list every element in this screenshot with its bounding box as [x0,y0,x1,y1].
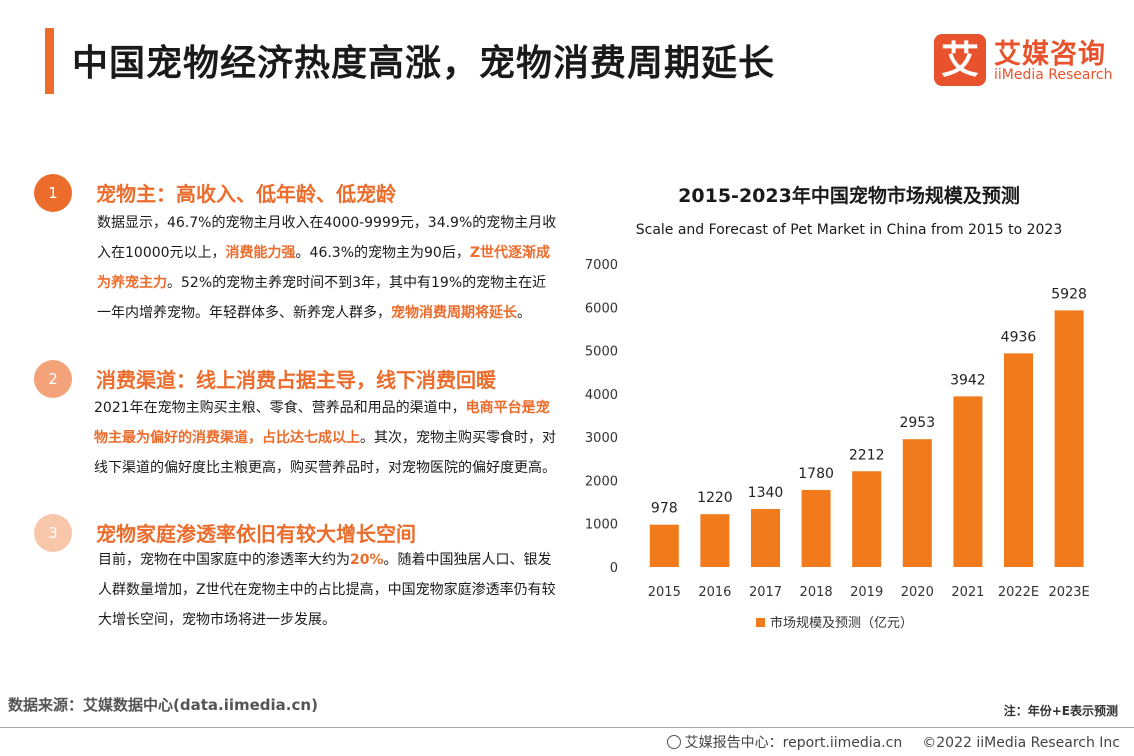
x-tick-label: 2017 [749,585,782,600]
bar [852,471,882,567]
y-tick-label: 1000 [585,518,618,533]
body-text: 2021年在宠物主购买主粮、零食、营养品和用品的渠道中， [94,400,466,416]
y-tick-label: 6000 [585,301,618,316]
title-accent-bar [45,28,54,94]
x-tick-label: 2016 [698,585,731,600]
bar [751,508,780,567]
x-tick-label: 2018 [800,585,833,600]
bar [700,514,730,567]
bar [1004,353,1033,567]
logo-name-en: iiMedia Research [994,67,1113,83]
bar-data-label: 1340 [748,485,784,501]
x-tick-label: 2021 [951,585,984,600]
highlight-text: Z世代逐渐成为养宠主力 [97,245,550,291]
section-title: 宠物家庭渗透率依旧有较大增长空间 [96,522,416,546]
y-tick-label: 5000 [585,345,618,360]
section-title: 宠物主：高收入、低年龄、低宠龄 [96,182,396,206]
globe-icon [666,735,681,749]
y-tick-label: 7000 [585,258,618,273]
section-body: 目前，宠物在中国家庭中的渗透率大约为20%。随着中国独居人口、银发人群数量增加，… [98,545,558,635]
section-body: 2021年在宠物主购买主粮、零食、营养品和用品的渠道中，电商平台是宠物主最为偏好… [94,393,556,483]
forecast-note: 注：年份+E表示预测 [1003,704,1118,718]
x-axis: 2015 2016 2017 2018 2019 2020 2021 2022E 2023E [648,585,1090,600]
brand-logo: 艾 艾媒咨询 iiMedia Research [934,34,1124,86]
highlight-text: 20% [350,552,384,568]
bar [953,396,983,567]
logo-icon: 艾 [934,34,986,86]
bars: 978 1220 1340 1780 2212 2953 3942 4936 5928 [649,286,1087,567]
footer-divider [0,727,1134,728]
bar [801,489,831,567]
bar [902,439,932,567]
footer: 艾媒报告中心：report.iimedia.cn ©2022 iiMedia Re… [666,732,1120,752]
body-text: 。52%的宠物主养宠时间不到3年，其中有19%的宠物主在近一年内增养宠物。年轻群… [97,275,547,321]
highlight-text: 电商平台是宠物主最为偏好的消费渠道，占比达七成以上 [94,400,550,446]
y-tick-label: 2000 [585,474,618,489]
section-number-badge: 3 [34,514,72,552]
x-tick-label: 2022E [998,585,1039,600]
chart-title: 2015-2023年中国宠物市场规模及预测 [678,184,1020,207]
y-tick-label: 0 [610,561,618,576]
bar [649,524,679,567]
bar-data-label: 1220 [697,490,733,506]
bar [1054,310,1084,567]
page-title: 中国宠物经济热度高涨，宠物消费周期延长 [72,43,776,84]
section-body: 数据显示，46.7%的宠物主月收入在4000-9999元，34.9%的宠物主月收… [97,208,559,328]
section-title: 消费渠道：线上消费占据主导，线下消费回暖 [96,368,496,392]
bar-data-label: 4936 [1001,329,1037,345]
y-tick-label: 4000 [585,388,618,403]
body-text: 。其次，宠物主购买零食时，对线下渠道的偏好度比主粮更高，购买营养品时，对宠物医院… [94,430,556,476]
body-text: 。46.3%的宠物主为90后， [295,245,470,261]
x-tick-label: 2015 [648,585,681,600]
x-tick-label: 2019 [850,585,883,600]
bar-data-label: 2953 [899,415,935,431]
y-axis: 0 1000 2000 3000 4000 5000 6000 7000 [585,258,618,576]
bar-data-label: 1780 [798,466,834,482]
chart-subtitle: Scale and Forecast of Pet Market in Chin… [636,222,1063,238]
section-number-badge: 1 [34,174,72,212]
body-text: 。 [517,305,531,321]
legend-swatch [756,618,765,627]
x-tick-label: 2023E [1048,585,1089,600]
body-text: 数据显示，46.7%的宠物主月收入在4000-9999元，34.9%的宠物主月收… [97,215,557,261]
bar-data-label: 2212 [849,447,885,463]
bar-data-label: 978 [651,501,678,517]
highlight-text: 宠物消费周期将延长 [391,305,517,321]
bar-data-label: 3942 [950,372,986,388]
section-number-badge: 2 [34,360,72,398]
highlight-text: 消费能力强 [225,245,296,261]
copyright: ©2022 iiMedia Research Inc [922,735,1120,751]
legend-label: 市场规模及预测（亿元） [770,615,913,631]
body-text: 目前，宠物在中国家庭中的渗透率大约为 [98,552,350,568]
logo-name-cn: 艾媒咨询 [994,39,1106,70]
bar-data-label: 5928 [1051,286,1087,302]
body-text: 。随着中国独居人口、银发人群数量增加，Z世代在宠物主中的占比提高，中国宠物家庭渗… [98,552,556,628]
legend: 市场规模及预测（亿元） [756,615,913,631]
data-source: 数据来源：艾媒数据中心(data.iimedia.cn) [8,696,318,714]
market-size-bar-chart: 2015-2023年中国宠物市场规模及预测 Scale and Forecast… [585,184,1090,631]
x-tick-label: 2020 [901,585,934,600]
report-center-link[interactable]: 艾媒报告中心：report.iimedia.cn [684,735,903,751]
y-tick-label: 3000 [585,431,618,446]
